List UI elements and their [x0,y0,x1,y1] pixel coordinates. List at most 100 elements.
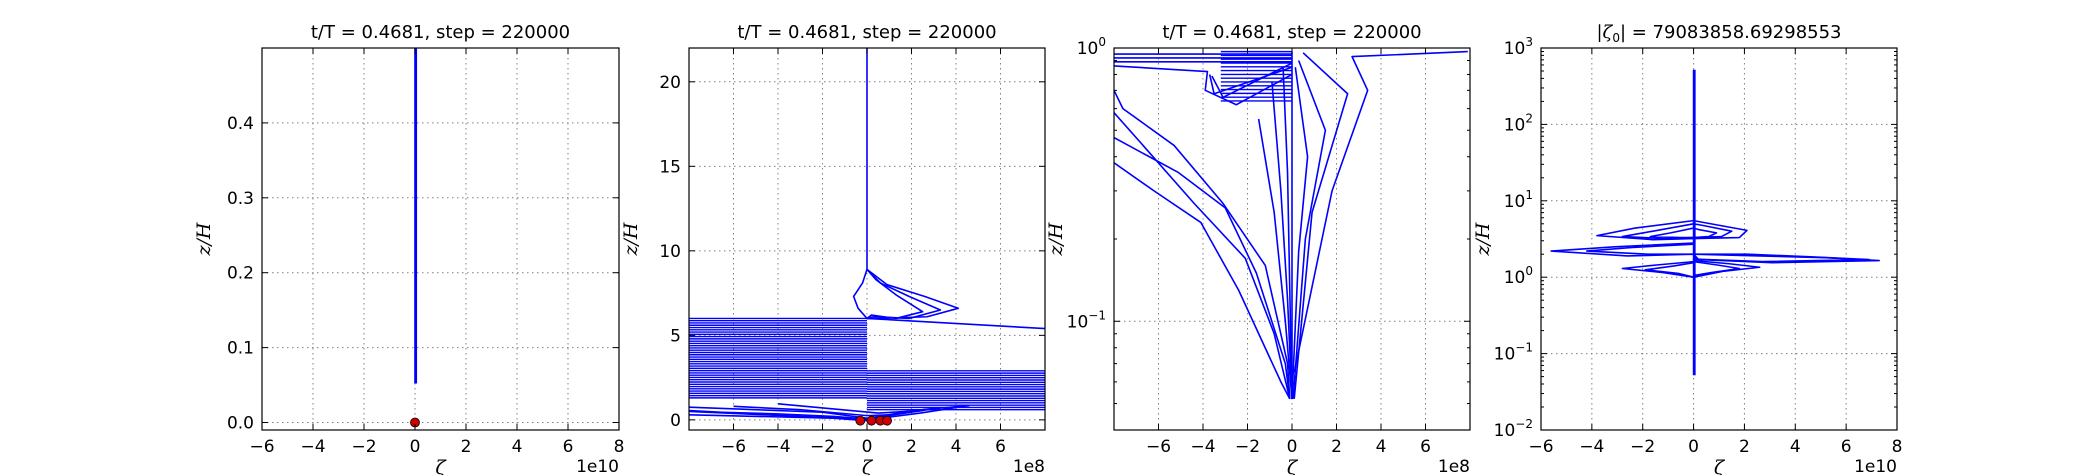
y-tick-label: 101 [1504,188,1533,212]
x-tick-label: 4 [951,437,962,457]
profile-line-7 [1585,243,1870,263]
profile-line-9 [1644,261,1694,278]
x-tick-label: −6 [1146,437,1171,457]
y-tick-base: 10 [1504,268,1526,288]
profile-line-10 [1114,112,1291,400]
x-tick-label: −6 [249,437,274,457]
y-tick-label: 10−1 [1067,308,1106,332]
y-tick-exponent: 0 [1525,264,1533,278]
chart-title: t/T = 0.4681, step = 220000 [311,22,570,43]
y-tick-exponent: 0 [1098,35,1106,49]
data-layer [414,48,418,384]
x-tick-label: −2 [810,437,835,457]
x-tick-label: 4 [1790,437,1801,457]
x-tick-label: −4 [300,437,325,457]
y-axis-label: z/H [620,222,642,256]
profile-line-5 [1649,227,1718,239]
y-tick-label: 0.2 [227,264,254,284]
profile-line-8 [1621,260,1694,278]
profile-line-6 [866,317,1045,330]
y-tick-exponent: 1 [1525,188,1533,202]
x-axis-label: ζ [435,457,447,475]
y-tick-base: 10 [1504,192,1526,212]
y-tick-label: 102 [1504,111,1533,135]
profile-line-2 [866,268,960,320]
y-axis-label: z/H [1472,222,1494,256]
profile-line-11 [733,403,924,417]
y-tick-label: 100 [1504,264,1533,288]
x-tick-label: −2 [1630,437,1655,457]
y-tick-exponent: 2 [1525,111,1533,125]
data-marker [866,415,877,426]
x-tick-label: −6 [1528,437,1553,457]
profile-line-8 [1114,162,1291,400]
profile-line-4 [866,268,924,320]
y-tick-label: 15 [659,157,681,177]
y-tick-label: 10−2 [1494,417,1533,441]
x-tick-label: 4 [512,437,523,457]
chart-title: t/T = 0.4681, step = 220000 [1162,22,1421,43]
plot-frame [1540,47,1898,431]
data-layer [1114,50,1468,400]
x-tick-label: 2 [1331,437,1342,457]
profile-line-9 [1114,136,1291,399]
y-tick-base: 10 [1494,421,1516,441]
x-tick-label: 2 [906,437,917,457]
profile-line-11 [1693,259,1761,278]
y-tick-label: 0 [670,411,681,431]
plot-frame [261,47,620,431]
y-tick-exponent: 3 [1525,35,1533,49]
y-tick-exponent: −2 [1515,417,1533,431]
x-axis-label: ζ [862,457,874,475]
y-tick-label: 20 [659,73,681,93]
x-tick-label: 8 [1892,437,1903,457]
x-tick-label: 0 [1688,437,1699,457]
x-tick-label: 0 [410,437,421,457]
x-tick-label: −4 [1579,437,1604,457]
y-axis-label: z/H [1045,222,1067,256]
y-tick-base: 10 [1494,345,1516,365]
title-subscript: 0 [1612,31,1620,45]
x-tick-label: −2 [351,437,376,457]
x-offset-label: 1e10 [1854,457,1897,475]
y-tick-label: 5 [670,326,681,346]
x-tick-label: 4 [1376,437,1387,457]
y-tick-exponent: −1 [1515,341,1533,355]
y-tick-base: 10 [1504,115,1526,135]
x-offset-label: 1e10 [576,457,619,475]
data-marker [855,415,866,426]
profile-line-16 [1293,52,1349,399]
y-tick-label: 0.4 [227,114,254,134]
profile-line-5 [852,269,868,319]
y-tick-label: 103 [1504,35,1533,59]
y-tick-label: 10 [659,242,681,262]
profile-line-4 [1114,65,1293,106]
title-prefix: |ζ [1596,22,1613,43]
x-offset-label: 1e8 [1013,457,1045,475]
x-tick-label: −6 [721,437,746,457]
data-marker [882,415,892,426]
chart-title: |ζ0| = 79083858.69298553 [1596,22,1841,45]
x-offset-label: 1e8 [1438,457,1470,475]
x-tick-label: 2 [461,437,472,457]
y-tick-label: 0.1 [227,339,254,359]
y-tick-base: 10 [1504,39,1526,59]
y-tick-label: 0.0 [227,414,254,434]
x-tick-label: 6 [1841,437,1852,457]
profile-line-10 [689,404,971,421]
y-tick-label: 10−1 [1494,341,1533,365]
chart-panel-2: −6 −4 −2 0 2 4 6 0 5 10 15 20 t/T = 0.4681, step = 2… [620,22,1046,475]
profile-line-14 [1282,67,1293,399]
y-tick-base: 10 [1077,39,1099,59]
data-layer [1550,69,1880,376]
title-suffix: | = 79083858.69298553 [1620,22,1842,43]
x-tick-label: −4 [765,437,790,457]
profile-line-11 [1114,89,1291,399]
x-tick-label: 8 [614,437,625,457]
x-tick-label: −2 [1235,437,1260,457]
data-layer [689,48,1045,422]
profile-line-12 [1257,118,1293,399]
